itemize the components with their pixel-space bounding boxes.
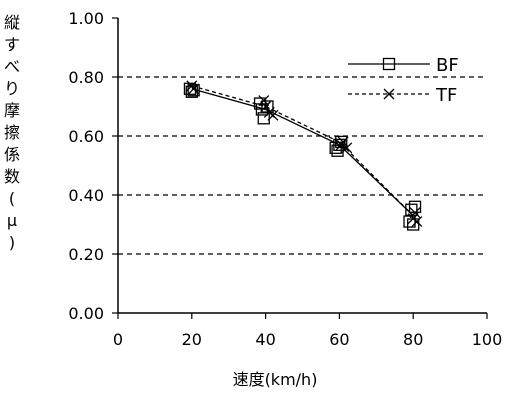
x-marker: [341, 142, 353, 154]
x-marker: [337, 136, 349, 148]
y-tick-label: 0.60: [68, 127, 104, 146]
y-axis-label-char: す: [4, 35, 20, 54]
y-axis-label-char: 摩: [4, 101, 20, 120]
series-tf: [186, 80, 423, 228]
y-tick-label: 0.80: [68, 68, 104, 87]
x-tick-label: 60: [329, 330, 349, 349]
x-stroke: [341, 142, 353, 154]
y-axis-label-char: 擦: [4, 123, 20, 142]
x-stroke: [186, 80, 198, 92]
series-bf: [183, 82, 422, 231]
x-stroke: [260, 101, 272, 112]
series-line-bf: [191, 88, 414, 217]
x-stroke: [337, 136, 349, 148]
x-axis-label: 速度(km/h): [233, 370, 318, 389]
axes: [112, 17, 488, 319]
square-marker: [335, 135, 348, 149]
grid-lines: [118, 76, 487, 255]
y-axis-label-char: 数: [4, 167, 20, 186]
legend: BF TF: [348, 55, 459, 106]
y-tick-label: 1.00: [68, 9, 104, 28]
y-tick-label: 0.00: [68, 304, 104, 323]
x-stroke: [383, 88, 395, 100]
x-marker: [260, 101, 272, 112]
y-axis-label-char: 縦: [4, 13, 20, 32]
x-marker: [188, 83, 200, 95]
square-marker: [403, 215, 416, 228]
y-axis-label-char: ): [9, 233, 15, 252]
x-stroke: [409, 207, 421, 219]
x-marker: [267, 109, 279, 121]
x-marker: [409, 207, 421, 219]
y-axis-label-char: (: [9, 189, 15, 208]
square-marker: [405, 203, 418, 216]
legend-marker-tf: [383, 88, 395, 100]
y-tick-label: 0.20: [68, 245, 104, 264]
x-stroke: [267, 109, 279, 121]
x-tick-label: 20: [182, 330, 202, 349]
x-tick-label: 40: [255, 330, 275, 349]
x-stroke: [411, 216, 423, 228]
y-axis-label-char: μ: [7, 211, 17, 230]
x-stroke: [258, 95, 270, 107]
y-axis-label-char: り: [4, 79, 20, 98]
x-marker: [186, 80, 198, 92]
y-axis-label-char: 係: [4, 145, 20, 164]
legend-label-bf: BF: [436, 55, 459, 76]
tick-labels: 0.00 0.20 0.40 0.60 0.80 1.00 0 20 40 60 80 100: [68, 9, 502, 349]
x-tick-label: 100: [472, 330, 503, 349]
x-tick-label: 0: [113, 330, 123, 349]
y-axis-label-char: べ: [4, 57, 20, 76]
square-marker: [333, 138, 346, 152]
x-stroke: [188, 83, 200, 95]
legend-label-tf: TF: [435, 85, 457, 106]
x-stroke: [335, 139, 347, 151]
x-marker: [258, 95, 270, 107]
square-marker: [408, 200, 422, 213]
x-marker: [411, 216, 423, 228]
y-tick-label: 0.40: [68, 186, 104, 205]
legend-marker-bf: [382, 57, 396, 71]
series: [183, 80, 423, 231]
x-marker: [335, 139, 347, 151]
square-marker: [261, 100, 274, 113]
x-tick-label: 80: [403, 330, 423, 349]
series-line-tf: [191, 85, 414, 217]
